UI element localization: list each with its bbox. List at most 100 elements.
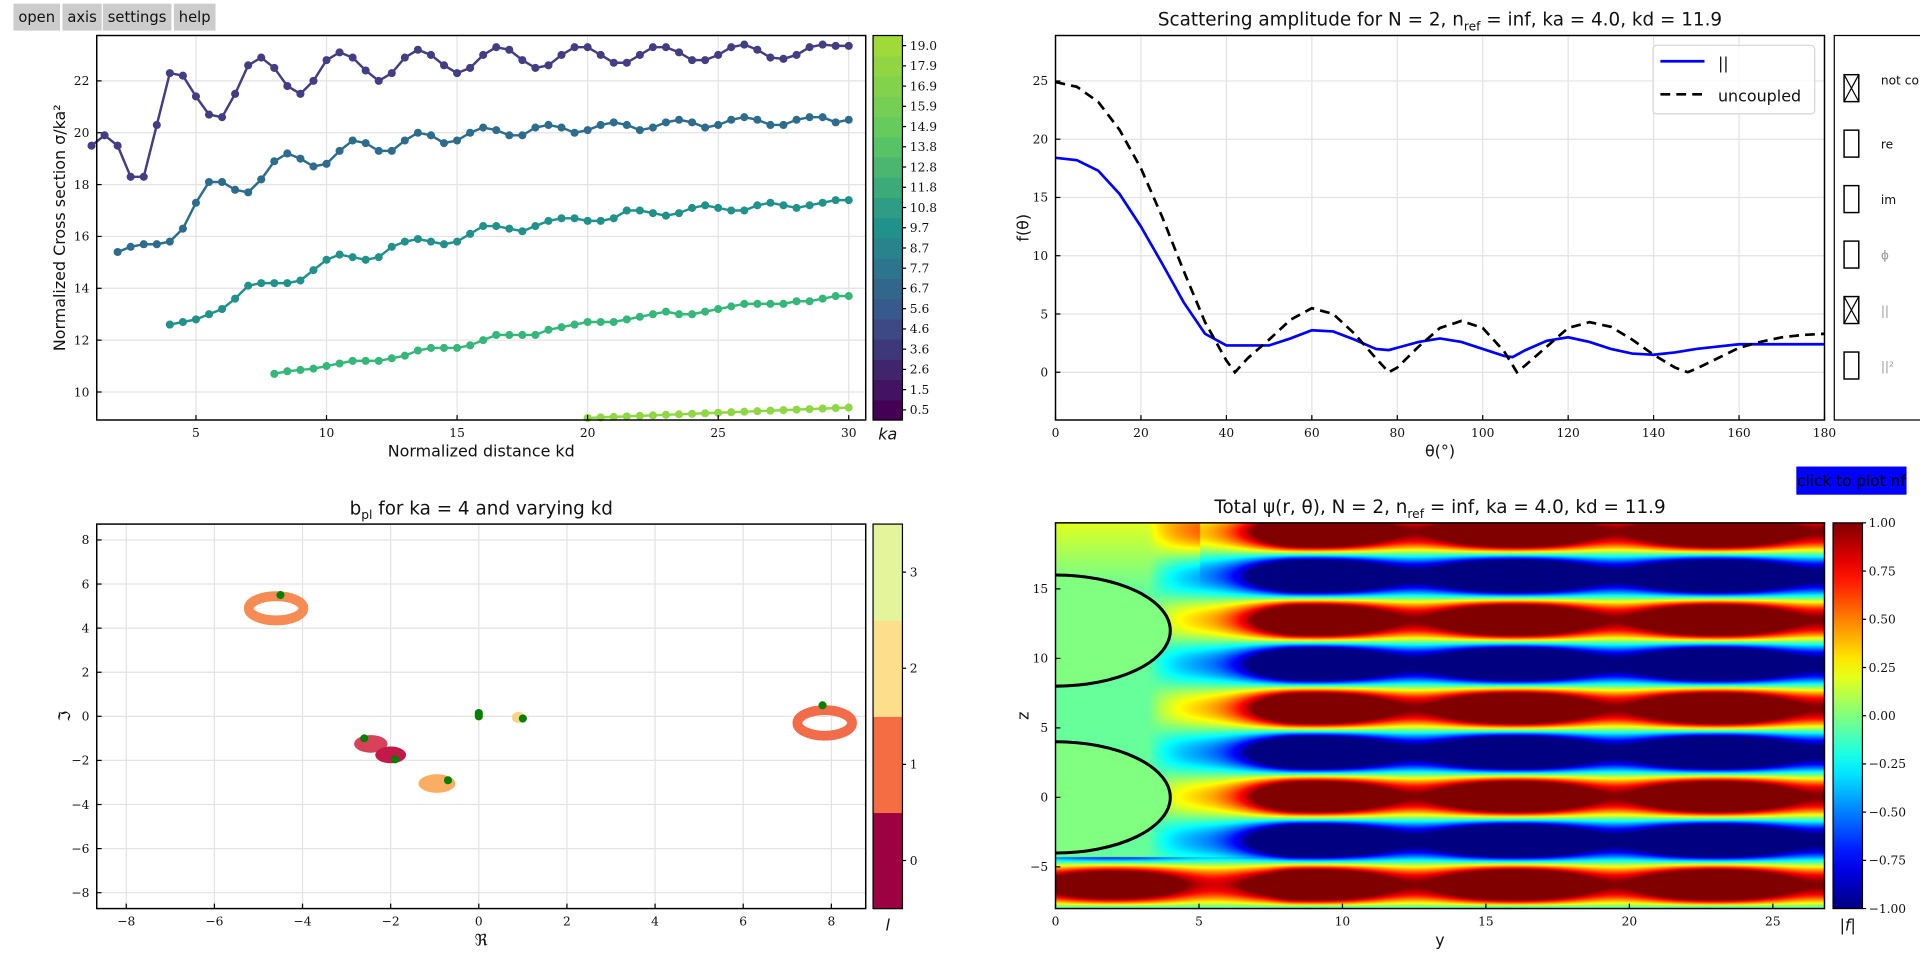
y-tick-label: 20 bbox=[74, 126, 90, 140]
data-point bbox=[701, 307, 710, 316]
data-point bbox=[727, 115, 736, 124]
data-point bbox=[466, 229, 475, 238]
data-point bbox=[231, 185, 240, 194]
data-point bbox=[322, 56, 331, 65]
colorbar-band bbox=[873, 177, 903, 199]
data-point bbox=[479, 222, 488, 231]
checkbox-box[interactable] bbox=[1843, 129, 1860, 158]
checkbox-label: ||² bbox=[1881, 359, 1894, 374]
current-coefficient-point bbox=[276, 591, 285, 600]
data-point bbox=[831, 118, 840, 127]
data-point bbox=[701, 409, 710, 418]
ka-colorbar: 0.5 1.5 2.6 3.6 4.6 5.6 6.7 7.7 8.7 9.7 10.8 11.8 12… bbox=[872, 34, 937, 444]
x-tick-label: 20 bbox=[580, 426, 596, 440]
data-point bbox=[792, 405, 801, 414]
data-point bbox=[844, 115, 853, 124]
legend: || uncoupled bbox=[1652, 44, 1816, 115]
y-tick-label: 18 bbox=[74, 178, 90, 192]
checkbox-box[interactable] bbox=[1843, 240, 1860, 269]
checkbox-box[interactable] bbox=[1843, 351, 1860, 380]
checkbox-3[interactable]: ϕ bbox=[1843, 240, 1889, 269]
data-point bbox=[518, 227, 527, 236]
title-subscript: ref bbox=[1464, 20, 1481, 34]
help-button[interactable]: help bbox=[173, 3, 216, 31]
data-point bbox=[283, 149, 292, 158]
data-point bbox=[779, 201, 788, 210]
y-tick-label: 0 bbox=[82, 710, 90, 724]
data-point bbox=[296, 276, 305, 285]
plot-border bbox=[1054, 522, 1826, 910]
axes-3 bbox=[96, 524, 866, 909]
chart-title: bpl for ka = 4 and varying kd bbox=[350, 498, 613, 522]
data-point bbox=[622, 315, 631, 324]
data-point bbox=[674, 115, 684, 124]
checkbox-2[interactable]: im bbox=[1843, 184, 1896, 214]
plot-nf-button[interactable]: click to plot nf bbox=[1796, 466, 1907, 495]
settings-button[interactable]: settings bbox=[102, 3, 172, 31]
axis-button[interactable]: axis bbox=[62, 3, 102, 31]
x-axis-label: y bbox=[1435, 930, 1444, 949]
bpl-scatter bbox=[243, 591, 857, 793]
x-tick-label: 10 bbox=[1335, 915, 1351, 929]
data-point bbox=[609, 118, 618, 127]
colorbar-tick-label: 1.00 bbox=[1869, 516, 1896, 530]
checkbox-box[interactable] bbox=[1843, 184, 1860, 214]
x-tick-label: 0 bbox=[1052, 915, 1060, 929]
data-point bbox=[191, 198, 200, 207]
data-point bbox=[792, 203, 801, 212]
data-point bbox=[753, 115, 762, 124]
x-tick-label: 120 bbox=[1556, 426, 1579, 440]
data-point bbox=[139, 240, 148, 249]
data-point bbox=[87, 141, 96, 150]
data-point bbox=[766, 120, 775, 129]
data-point bbox=[244, 281, 253, 290]
data-point bbox=[100, 131, 109, 140]
colorbar-label: |f| bbox=[1840, 916, 1856, 935]
coefficient-cluster bbox=[375, 746, 407, 764]
checkbox-label: re bbox=[1881, 138, 1893, 152]
data-point bbox=[779, 299, 788, 308]
data-point bbox=[152, 240, 161, 249]
checkbox-0[interactable]: not coupled bbox=[1843, 73, 1920, 103]
data-point bbox=[753, 45, 762, 54]
data-point bbox=[753, 201, 762, 210]
data-point bbox=[270, 279, 279, 288]
data-point bbox=[818, 113, 827, 122]
data-point bbox=[844, 41, 853, 50]
colorbar-tick-label: 19.0 bbox=[910, 39, 937, 53]
data-point bbox=[204, 110, 214, 119]
data-point bbox=[204, 177, 214, 187]
data-point bbox=[453, 69, 462, 78]
x-tick-label: 6 bbox=[739, 915, 747, 929]
data-point bbox=[844, 292, 853, 301]
x-axis-label: Normalized distance kd bbox=[388, 442, 575, 461]
colorbar-band bbox=[873, 812, 903, 910]
data-point bbox=[257, 53, 266, 62]
colorbar-band bbox=[873, 75, 903, 97]
l-colorbar: 0 1 2 3 l bbox=[872, 523, 918, 935]
data-point bbox=[831, 404, 840, 413]
data-point bbox=[178, 71, 187, 80]
colorbar-border bbox=[872, 523, 904, 910]
colorbar-tick-label: 12.8 bbox=[910, 160, 937, 174]
checkbox-4[interactable]: || bbox=[1843, 295, 1889, 325]
data-point bbox=[218, 177, 227, 187]
data-point bbox=[283, 279, 292, 288]
data-point bbox=[466, 63, 475, 72]
data-point bbox=[426, 343, 436, 352]
y-axis-label: z bbox=[1014, 712, 1033, 720]
checkbox-1[interactable]: re bbox=[1843, 129, 1893, 158]
data-point bbox=[466, 128, 475, 137]
x-tick-label: 15 bbox=[1478, 915, 1494, 929]
data-point bbox=[805, 201, 814, 210]
colorbar-tick-label: 0 bbox=[910, 854, 918, 868]
x-tick-label: 2 bbox=[563, 915, 571, 929]
data-point bbox=[740, 206, 749, 215]
checkbox-5[interactable]: ||² bbox=[1843, 351, 1894, 380]
open-button[interactable]: open bbox=[13, 3, 60, 31]
data-point bbox=[270, 157, 279, 166]
data-point bbox=[374, 253, 383, 262]
data-point bbox=[609, 317, 618, 327]
current-coefficient-point bbox=[443, 776, 452, 785]
data-point bbox=[453, 237, 462, 246]
